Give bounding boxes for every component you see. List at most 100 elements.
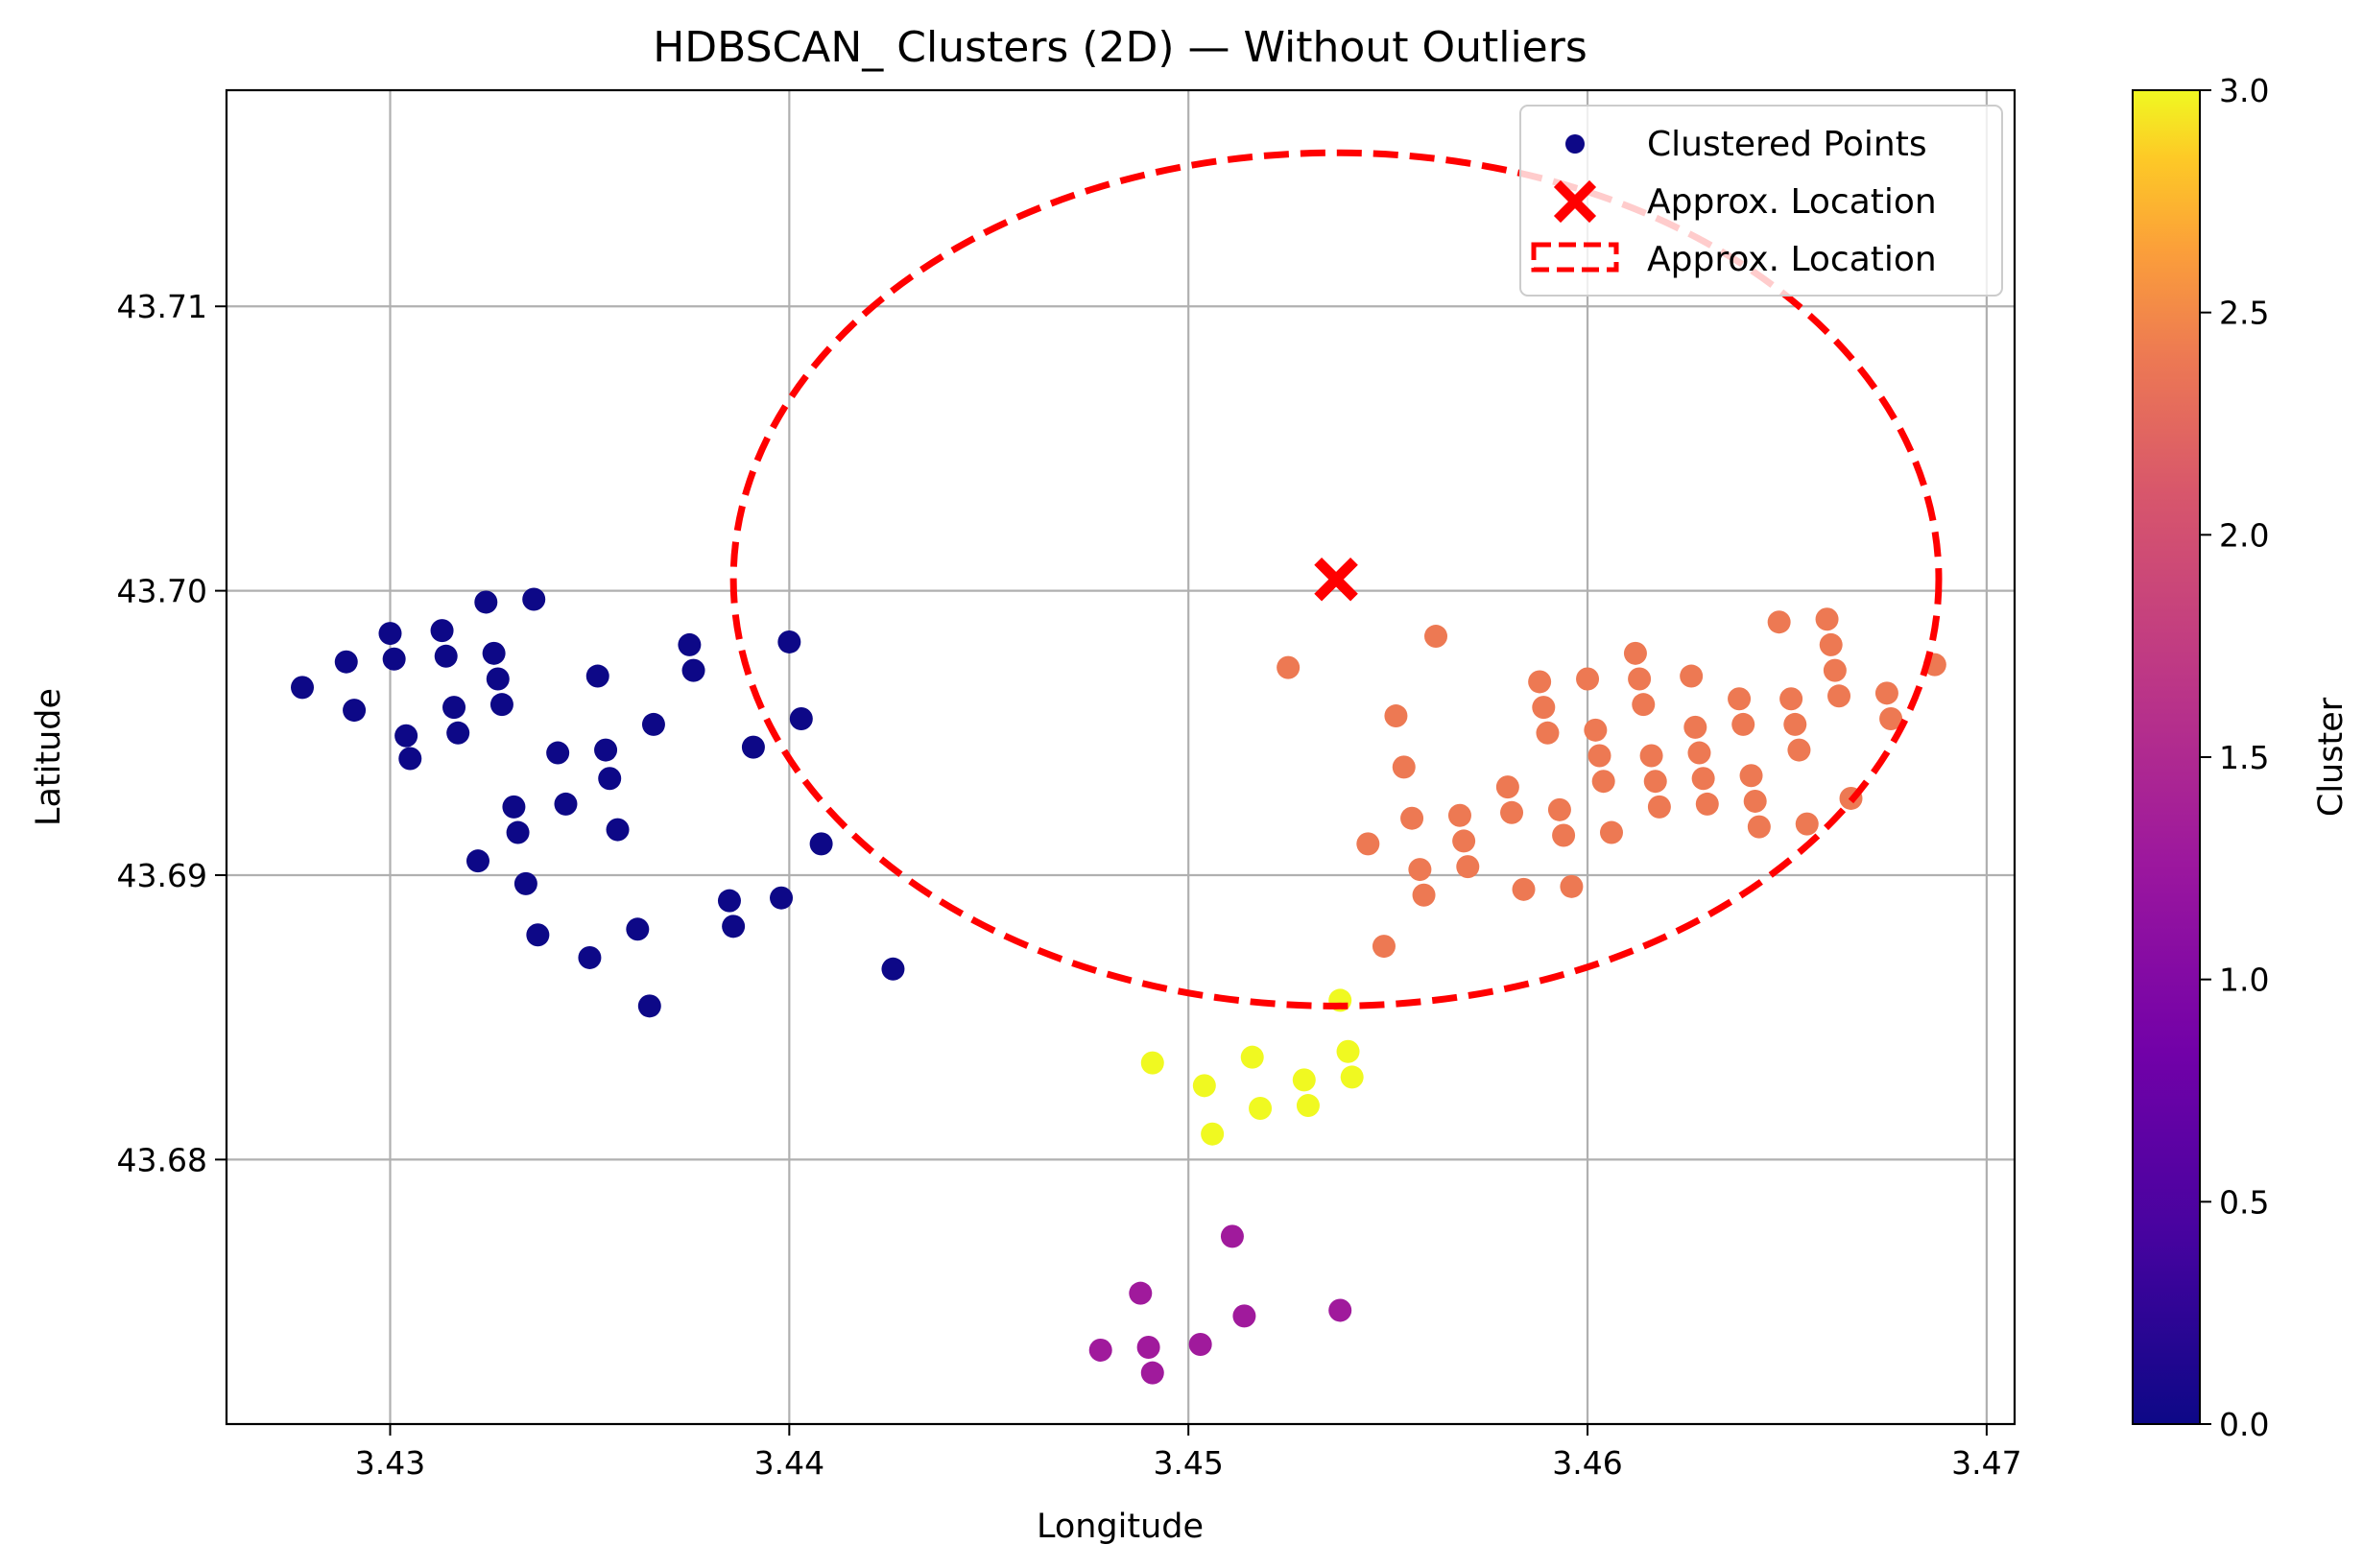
cluster-0-point	[465, 849, 489, 873]
cluster-0-point	[513, 871, 537, 895]
cluster-1-point	[1188, 1333, 1212, 1357]
colorbar: 0.0 0.5 1.0 1.5 2.0 2.5 3.0 Cluster	[2132, 72, 2351, 1443]
cluster-2-point	[1819, 632, 1843, 656]
cluster-0-point	[398, 747, 422, 771]
legend-label-0: Clustered Points	[1647, 125, 1927, 164]
cluster-0-point	[881, 957, 905, 981]
cluster-2-point	[1356, 832, 1380, 856]
cluster-0-point	[526, 923, 550, 947]
cluster-2-point	[1528, 670, 1552, 694]
cluster-2-point	[1384, 704, 1408, 728]
cluster-2-point	[1795, 812, 1819, 836]
cluster-2-point	[1628, 667, 1652, 691]
cluster-0-point	[637, 994, 661, 1018]
cluster-2-point	[1827, 684, 1851, 708]
cluster-1-point	[1328, 1298, 1352, 1322]
cluster-2-point	[1599, 820, 1623, 844]
cluster-2-point	[1456, 855, 1480, 879]
cluster-0-point	[430, 619, 454, 643]
cluster-2-point	[1879, 706, 1903, 730]
cluster-2-point	[1680, 664, 1704, 688]
cluster-0-point	[489, 693, 513, 717]
cluster-2-point	[1647, 795, 1671, 819]
cluster-0-point	[378, 622, 402, 646]
cluster-0-point	[722, 915, 746, 938]
cluster-2-point	[1277, 655, 1301, 679]
cluster-2-point	[1815, 607, 1839, 631]
cluster-2-point	[1747, 815, 1771, 839]
cluster-2-point	[1728, 687, 1752, 711]
approx-location-ellipse	[729, 149, 1943, 1010]
cluster-3-point	[1140, 1051, 1164, 1075]
x-axis-ticks: 3.43 3.44 3.45 3.46 3.47	[355, 1424, 2022, 1482]
colorbar-gradient	[2132, 89, 2201, 1425]
cluster-3-point	[1249, 1097, 1273, 1121]
plot-frame	[225, 88, 2017, 1426]
cluster-1-point	[1088, 1338, 1112, 1362]
cluster-2-point	[1691, 767, 1715, 791]
y-tick-label: 43.71	[117, 288, 207, 325]
cluster-1-point	[1220, 1224, 1244, 1248]
cluster-0-point	[474, 590, 498, 614]
cluster-0-point	[382, 647, 406, 671]
cluster-2-point	[1576, 667, 1600, 691]
cluster-2-point	[1372, 935, 1396, 959]
legend-box	[1519, 105, 2003, 297]
legend-marker-approx-location-ellipse	[1531, 242, 1619, 273]
approx-location-marker	[1314, 557, 1358, 602]
scatter-points	[291, 587, 1946, 1385]
cluster-0-point	[741, 735, 765, 759]
colorbar-ticks: 0.0 0.5 1.0 1.5 2.0 2.5 3.0	[2200, 72, 2269, 1443]
cluster-0-point	[626, 917, 650, 941]
cluster-2-point	[1495, 775, 1519, 799]
cluster-3-point	[1336, 1039, 1360, 1063]
legend-marker-clustered-points	[1565, 134, 1585, 154]
cluster-0-point	[442, 696, 466, 720]
cluster-2-point	[1739, 764, 1763, 788]
x-axis-label: Longitude	[1037, 1508, 1204, 1546]
cluster-2-point	[1560, 874, 1584, 898]
cluster-1-point	[1232, 1304, 1256, 1328]
colorbar-tick-label: 0.0	[2219, 1406, 2269, 1443]
cluster-0-point	[486, 667, 510, 691]
cluster-1-point	[1136, 1335, 1160, 1359]
cluster-2-point	[1447, 803, 1471, 827]
cluster-2-point	[1695, 792, 1719, 816]
cluster-3-point	[1240, 1045, 1264, 1069]
cluster-0-point	[777, 630, 801, 653]
cluster-0-point	[585, 664, 609, 688]
cluster-2-point	[1424, 625, 1448, 649]
y-tick-label: 43.69	[117, 857, 207, 894]
colorbar-tick-label: 0.5	[2219, 1183, 2269, 1221]
cluster-0-point	[770, 886, 794, 910]
cluster-2-point	[1743, 789, 1767, 813]
colorbar-label: Cluster	[2312, 697, 2351, 817]
cluster-3-point	[1292, 1068, 1316, 1092]
cluster-0-point	[522, 587, 546, 611]
cluster-0-point	[291, 676, 315, 700]
y-tick-label: 43.70	[117, 573, 207, 610]
cluster-0-point	[606, 818, 630, 842]
y-axis-ticks: 43.68 43.69 43.70 43.71	[117, 288, 227, 1178]
cluster-2-point	[1408, 858, 1432, 882]
y-tick-label: 43.68	[117, 1141, 207, 1178]
cluster-2-point	[1591, 770, 1615, 794]
cluster-2-point	[1643, 770, 1667, 794]
cluster-0-point	[789, 706, 813, 730]
cluster-0-point	[434, 644, 458, 668]
approx-location	[729, 149, 1943, 1010]
cluster-2-point	[1639, 744, 1663, 768]
x-tick-label: 3.44	[754, 1444, 824, 1482]
cluster-2-point	[1536, 721, 1560, 745]
cluster-2-point	[1547, 797, 1571, 821]
cluster-0-point	[343, 699, 367, 723]
colorbar-tick-label: 3.0	[2219, 72, 2269, 109]
cluster-0-point	[506, 820, 530, 844]
cluster-2-point	[1452, 829, 1476, 853]
legend-label-2: Approx. Location	[1647, 240, 1937, 279]
cluster-3-point	[1340, 1065, 1364, 1089]
cluster-2-point	[1392, 755, 1416, 779]
colorbar-tick-label: 1.5	[2219, 739, 2269, 776]
legend-marker-approx-location-x	[1553, 179, 1597, 224]
colorbar-tick-label: 2.0	[2219, 516, 2269, 554]
